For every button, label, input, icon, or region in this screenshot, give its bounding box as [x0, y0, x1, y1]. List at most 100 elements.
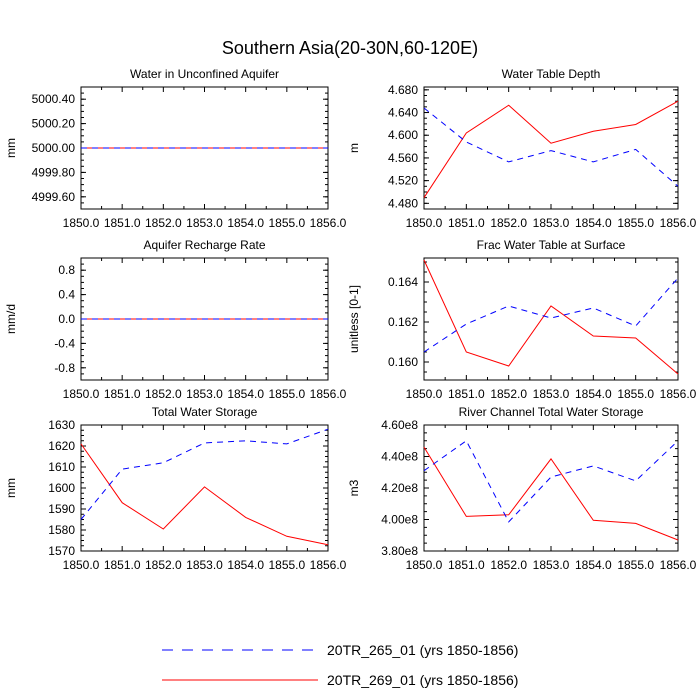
x-tick-label: 1856.0 — [310, 216, 347, 230]
series-line-20TR_265_01 — [423, 107, 679, 187]
panel-title: Aquifer Recharge Rate — [143, 238, 265, 252]
x-tick-label: 1854.0 — [575, 558, 612, 572]
x-tick-label: 1855.0 — [268, 216, 305, 230]
x-tick-label: 1855.0 — [617, 387, 654, 401]
panel-0: Water in Unconfined Aquifer mm 1850.0 1851.… — [4, 67, 347, 230]
figure-title: Southern Asia(20-30N,60-120E) — [222, 38, 478, 58]
x-tick-label: 1850.0 — [63, 387, 100, 401]
legend-label-0: 20TR_265_01 (yrs 1850-1856) — [327, 642, 518, 658]
x-tick-label: 1856.0 — [660, 558, 697, 572]
y-tick-label: 1610 — [48, 460, 75, 474]
y-tick-label: 1570 — [48, 544, 75, 558]
x-tick-label: 1850.0 — [63, 216, 100, 230]
x-tick-label: 1851.0 — [104, 558, 141, 572]
y-tick-label: 5000.20 — [32, 117, 76, 131]
x-tick-label: 1850.0 — [406, 216, 443, 230]
panels: Water in Unconfined Aquifer mm 1850.0 1851.… — [4, 67, 697, 572]
y-axis-label: mm — [4, 478, 18, 498]
panel-title: Water Table Depth — [502, 67, 601, 81]
x-tick-label: 1856.0 — [310, 387, 347, 401]
x-tick-label: 1852.0 — [490, 387, 527, 401]
y-tick-label: 4.520 — [388, 174, 418, 188]
series-line-20TR_269_01 — [423, 259, 679, 375]
x-tick-label: 1854.0 — [227, 216, 264, 230]
panel-title: Total Water Storage — [152, 405, 258, 419]
y-tick-label: 4.60e8 — [381, 418, 418, 432]
y-tick-label: 4999.60 — [32, 190, 76, 204]
y-tick-label: 1590 — [48, 502, 75, 516]
panel-title: Water in Unconfined Aquifer — [130, 67, 279, 81]
x-tick-label: 1855.0 — [617, 216, 654, 230]
y-tick-label: 4.600 — [388, 128, 418, 142]
y-tick-label: 5000.00 — [32, 141, 76, 155]
legend: 20TR_265_01 (yrs 1850-1856) 20TR_269_01 … — [162, 642, 518, 688]
panel-5: River Channel Total Water Storage m3 1850.… — [347, 405, 697, 572]
x-tick-label: 1853.0 — [533, 216, 570, 230]
x-tick-label: 1854.0 — [575, 216, 612, 230]
y-tick-label: -0.8 — [54, 361, 75, 375]
x-tick-label: 1850.0 — [63, 558, 100, 572]
y-tick-label: -0.4 — [54, 336, 75, 350]
y-tick-label: 4.20e8 — [381, 481, 418, 495]
panel-title: Frac Water Table at Surface — [477, 238, 626, 252]
panel-frame — [80, 424, 329, 552]
x-tick-label: 1853.0 — [533, 387, 570, 401]
y-tick-label: 1630 — [48, 418, 75, 432]
series-line-20TR_265_01 — [423, 277, 679, 353]
series-line-20TR_269_01 — [423, 446, 679, 541]
panel-frame — [423, 86, 679, 210]
y-tick-label: 0.160 — [388, 355, 418, 369]
series-line-20TR_265_01 — [80, 428, 329, 520]
series-line-20TR_269_01 — [423, 100, 679, 198]
y-tick-label: 4.680 — [388, 83, 418, 97]
y-tick-label: 1580 — [48, 523, 75, 537]
y-tick-label: 0.164 — [388, 275, 418, 289]
x-tick-label: 1851.0 — [104, 216, 141, 230]
x-tick-label: 1851.0 — [448, 558, 485, 572]
x-tick-label: 1851.0 — [448, 387, 485, 401]
x-tick-label: 1854.0 — [227, 387, 264, 401]
x-tick-label: 1856.0 — [660, 216, 697, 230]
panel-4: Total Water Storage mm 1850.0 1851.0 1852.0 1… — [4, 405, 347, 572]
x-tick-label: 1852.0 — [490, 558, 527, 572]
x-tick-label: 1854.0 — [227, 558, 264, 572]
series-line-20TR_269_01 — [80, 443, 329, 546]
y-axis-label: m3 — [347, 479, 361, 496]
x-tick-label: 1853.0 — [533, 558, 570, 572]
y-axis-label: unitless [0-1] — [347, 285, 361, 353]
y-tick-label: 4999.80 — [32, 165, 76, 179]
x-tick-label: 1852.0 — [490, 216, 527, 230]
panel-2: Aquifer Recharge Rate mm/d 1850.0 1851.0 185… — [4, 238, 347, 401]
x-tick-label: 1853.0 — [186, 216, 223, 230]
x-tick-label: 1851.0 — [448, 216, 485, 230]
panel-3: Frac Water Table at Surface unitless [0-1… — [347, 238, 697, 401]
y-tick-label: 0.0 — [58, 312, 75, 326]
y-axis-label: mm/d — [4, 304, 18, 334]
y-tick-label: 4.480 — [388, 196, 418, 210]
x-tick-label: 1850.0 — [406, 558, 443, 572]
y-axis-label: mm — [4, 138, 18, 158]
y-tick-label: 1620 — [48, 439, 75, 453]
x-tick-label: 1853.0 — [186, 387, 223, 401]
y-tick-label: 4.40e8 — [381, 450, 418, 464]
panel-frame — [423, 257, 679, 381]
y-tick-label: 0.162 — [388, 315, 418, 329]
y-tick-label: 1600 — [48, 481, 75, 495]
x-tick-label: 1855.0 — [617, 558, 654, 572]
y-tick-label: 0.4 — [58, 288, 75, 302]
y-tick-label: 3.80e8 — [381, 544, 418, 558]
y-tick-label: 4.560 — [388, 151, 418, 165]
x-tick-label: 1852.0 — [145, 387, 182, 401]
x-tick-label: 1856.0 — [310, 558, 347, 572]
y-tick-label: 4.640 — [388, 106, 418, 120]
x-tick-label: 1856.0 — [660, 387, 697, 401]
x-tick-label: 1852.0 — [145, 558, 182, 572]
x-tick-label: 1853.0 — [186, 558, 223, 572]
y-tick-label: 4.00e8 — [381, 513, 418, 527]
x-tick-label: 1850.0 — [406, 387, 443, 401]
x-tick-label: 1855.0 — [268, 558, 305, 572]
y-tick-label: 5000.40 — [32, 92, 76, 106]
x-tick-label: 1855.0 — [268, 387, 305, 401]
x-tick-label: 1851.0 — [104, 387, 141, 401]
